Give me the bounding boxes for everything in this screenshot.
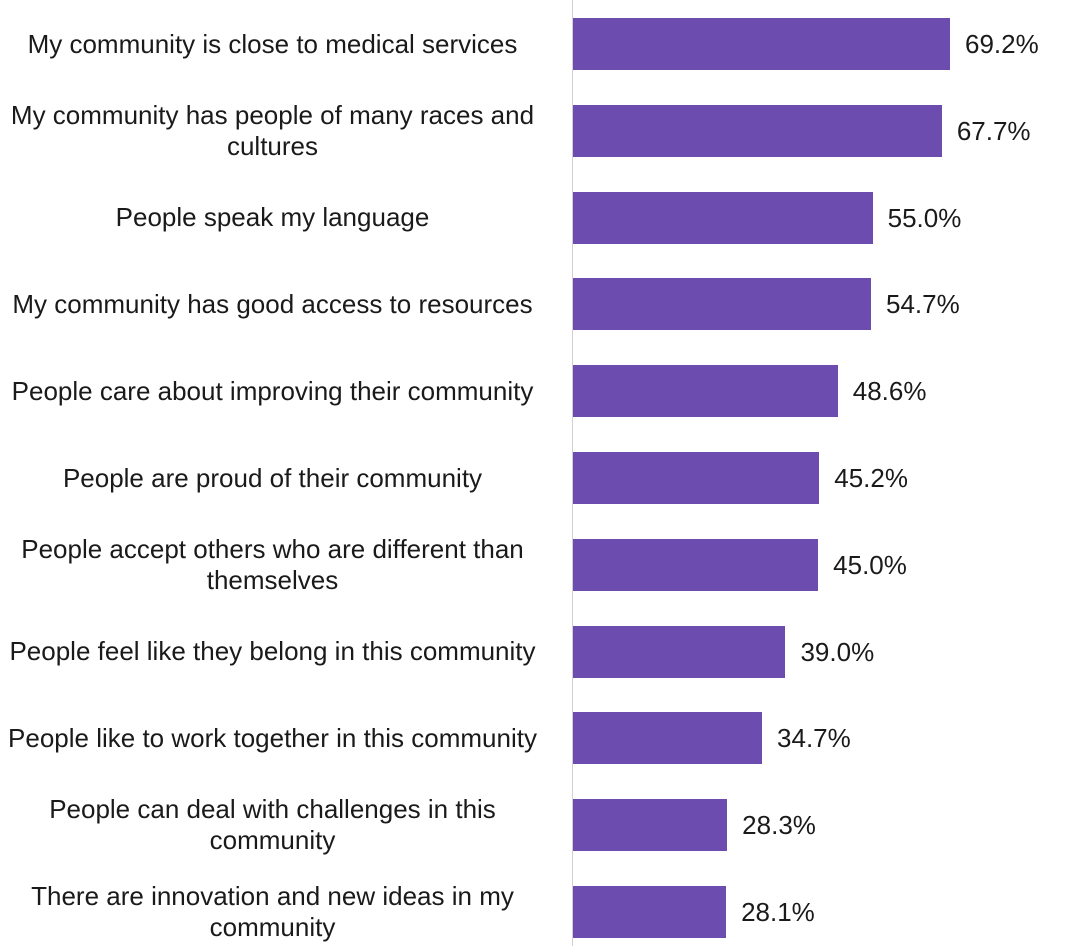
- category-label-text: There are innovation and new ideas in my…: [31, 881, 514, 942]
- category-label-text: People like to work together in this com…: [8, 722, 537, 753]
- category-label: People accept others who are different t…: [0, 525, 545, 605]
- category-label-text: People speak my language: [115, 202, 430, 233]
- bar: [573, 104, 942, 157]
- bar: [573, 799, 728, 852]
- category-label-text: My community is close to medical service…: [27, 28, 518, 59]
- bar: [573, 191, 873, 244]
- category-label-text: People care about improving their commun…: [11, 375, 534, 406]
- bar: [573, 452, 820, 504]
- category-label: People are proud of their community: [0, 438, 545, 518]
- data-label: 45.0%: [833, 549, 907, 580]
- bar: [573, 278, 871, 331]
- bar: [573, 886, 727, 938]
- category-label-text: People feel like they belong in this com…: [9, 636, 536, 667]
- data-label: 28.3%: [742, 810, 816, 841]
- category-label-text: People can deal with challenges in this …: [49, 794, 496, 856]
- data-label: 28.1%: [741, 897, 815, 927]
- data-label: 39.0%: [800, 636, 875, 667]
- bar: [573, 538, 819, 591]
- category-label: People feel like they belong in this com…: [0, 612, 545, 692]
- category-label-text: My community has people of many races an…: [10, 99, 535, 161]
- category-label-text: People are proud of their community: [62, 462, 483, 493]
- bar: [573, 625, 786, 678]
- data-label: 34.7%: [777, 723, 851, 754]
- data-label: 69.2%: [965, 29, 1039, 59]
- data-label: 45.2%: [834, 463, 908, 493]
- category-label-text: People accept others who are different t…: [21, 533, 524, 595]
- data-label: 55.0%: [887, 202, 962, 233]
- category-label: People can deal with challenges in this …: [0, 785, 545, 865]
- category-label: My community has people of many races an…: [0, 91, 545, 171]
- data-label: 54.7%: [886, 289, 960, 320]
- bar: [573, 712, 763, 765]
- category-label: People speak my language: [0, 178, 545, 258]
- category-label: My community is close to medical service…: [0, 4, 545, 84]
- category-label: There are innovation and new ideas in my…: [0, 872, 545, 952]
- data-label: 48.6%: [852, 376, 927, 407]
- bar: [573, 365, 838, 418]
- data-label: 67.7%: [956, 115, 1031, 146]
- bar: [573, 18, 950, 70]
- category-label: People care about improving their commun…: [0, 351, 545, 431]
- category-label-text: My community has good access to resource…: [12, 288, 533, 319]
- category-label: People like to work together in this com…: [0, 698, 545, 778]
- category-axis-line: [572, 0, 573, 946]
- category-label: My community has good access to resource…: [0, 264, 545, 344]
